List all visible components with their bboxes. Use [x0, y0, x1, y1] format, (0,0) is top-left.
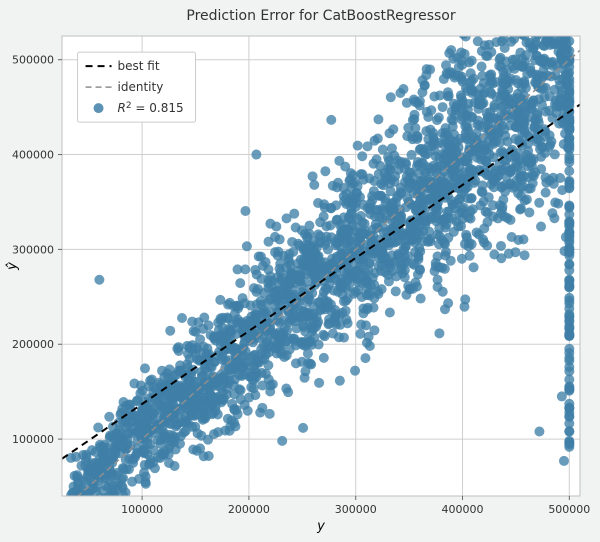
- prediction-error-chart: 100000 100000 200000 200000 300000 300000 4000…: [0, 0, 600, 542]
- chart-title: Prediction Error for CatBoostRegressor: [186, 8, 455, 24]
- legend: best fitidentityR2 = 0.815: [78, 52, 196, 122]
- y-axis-label: ŷ: [5, 262, 20, 271]
- y-tick-label: 300000: [12, 243, 54, 256]
- x-tick-label: 100000: [121, 503, 163, 516]
- legend-label: best fit: [118, 59, 160, 73]
- x-tick-label: 300000: [335, 503, 377, 516]
- x-tick-label: 400000: [442, 503, 484, 516]
- y-tick-label: 100000: [12, 433, 54, 446]
- legend-label: identity: [118, 80, 164, 94]
- y-tick-label: 500000: [12, 54, 54, 67]
- legend-swatch-marker: [94, 103, 104, 113]
- x-axis-label: y: [316, 519, 325, 534]
- x-tick-label: 200000: [228, 503, 270, 516]
- y-tick-label: 200000: [12, 338, 54, 351]
- x-tick-label: 500000: [548, 503, 590, 516]
- y-tick-label: 400000: [12, 149, 54, 162]
